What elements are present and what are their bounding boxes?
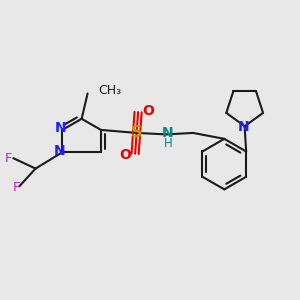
Text: N: N — [55, 122, 67, 136]
Text: N: N — [53, 144, 65, 158]
Text: F: F — [5, 152, 13, 165]
Text: F: F — [13, 182, 20, 194]
Text: N: N — [162, 126, 174, 140]
Text: S: S — [131, 125, 142, 140]
Text: CH₃: CH₃ — [98, 84, 121, 97]
Text: H: H — [164, 137, 172, 150]
Text: N: N — [237, 120, 249, 134]
Text: O: O — [142, 103, 154, 118]
Text: O: O — [119, 148, 131, 162]
